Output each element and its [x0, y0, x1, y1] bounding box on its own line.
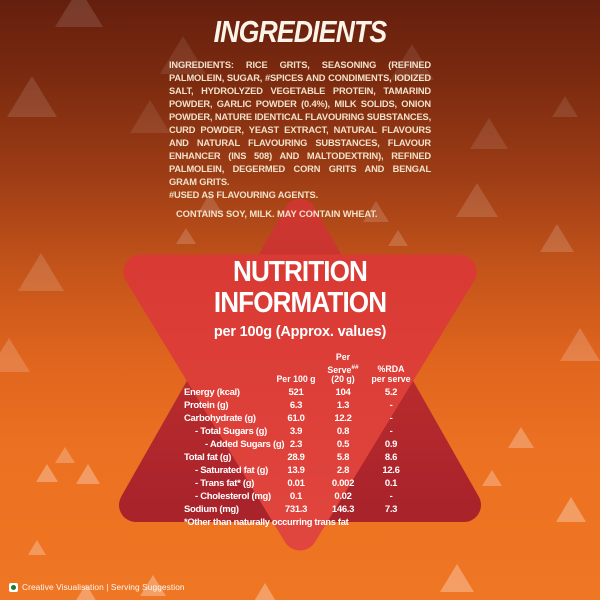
nutrition-section: NUTRITION INFORMATION per 100g (Approx. …	[0, 256, 600, 528]
nutrient-label: - Saturated fat (g)	[195, 464, 268, 476]
ingredients-title: INGREDIENTS	[213, 14, 388, 49]
value-per-100g: 521	[288, 387, 304, 399]
value-per-100g: 61.0	[287, 413, 305, 425]
footer: Creative Visualisation | Serving Suggest…	[9, 582, 185, 592]
value-per-serve: 0.5	[336, 439, 350, 451]
table-row: - Saturated fat (g) 13.9 2.8 12.6	[184, 465, 416, 478]
nutrition-table: Per 100 g Per Serve## (20 g) %RDA per se…	[184, 352, 416, 528]
per-serve-footnote-marker: ##	[351, 363, 359, 371]
value-per-100g: 731.3	[284, 503, 308, 515]
footer-caption: Creative Visualisation | Serving Suggest…	[22, 582, 185, 592]
value-per-serve: 12.2	[334, 413, 352, 425]
trans-fat-footnote: *Other than naturally occurring trans fa…	[184, 517, 349, 528]
value-per-100g: 0.01	[287, 477, 305, 489]
table-row: - Total Sugars (g) 3.9 0.8 -	[184, 426, 416, 439]
nutrient-label: - Added Sugars (g)	[205, 439, 285, 451]
value-per-100g: 2.3	[289, 439, 303, 451]
nutrition-table-body: Energy (kcal) 521 104 5.2 Protein (g) 6.3 1.3 -…	[184, 387, 416, 516]
table-row: - Cholesterol (mg) 0.1 0.02 -	[184, 491, 416, 504]
ingredients-text: INGREDIENTS: RICE GRITS, SEASONING (REFI…	[169, 60, 431, 187]
nutrition-table-header: Per 100 g Per Serve## (20 g) %RDA per se…	[184, 352, 416, 384]
column-header-per-serve: Per Serve## (20 g)	[327, 352, 359, 384]
value-rda-per-serve: 0.1	[384, 477, 398, 489]
ingredients-footnote: #USED AS FLAVOURING AGENTS.	[169, 190, 319, 200]
value-rda-per-serve: -	[389, 426, 393, 438]
value-per-100g: 6.3	[289, 400, 303, 412]
table-row: Energy (kcal) 521 104 5.2	[184, 387, 416, 400]
value-rda-per-serve: 12.6	[382, 464, 400, 476]
table-row: Sodium (mg) 731.3 146.3 7.3	[184, 504, 416, 517]
value-per-serve: 5.8	[336, 451, 350, 463]
value-per-100g: 28.9	[287, 451, 305, 463]
star-front-triangle	[123, 254, 477, 551]
value-rda-per-serve: 8.6	[384, 451, 398, 463]
table-row: Protein (g) 6.3 1.3 -	[184, 400, 416, 413]
value-per-serve: 1.3	[336, 400, 350, 412]
column-header-rda: %RDA per serve	[371, 364, 411, 384]
column-header-per-100g: Per 100 g	[276, 373, 316, 384]
nutrient-label: Protein (g)	[184, 400, 229, 412]
nutrient-label: Carbohydrate (g)	[184, 413, 256, 425]
value-rda-per-serve: -	[389, 413, 393, 425]
table-row: - Trans fat* (g) 0.01 0.002 0.1	[184, 478, 416, 491]
nutrient-label: Energy (kcal)	[184, 387, 240, 399]
value-per-serve: 2.8	[336, 464, 350, 476]
value-per-serve: 0.02	[334, 490, 352, 502]
value-per-100g: 3.9	[289, 426, 303, 438]
nutrient-label: - Trans fat* (g)	[195, 477, 255, 489]
value-rda-per-serve: -	[389, 400, 393, 412]
nutrient-label: Sodium (mg)	[184, 503, 239, 515]
vegetarian-dot	[11, 584, 16, 590]
value-per-serve: 0.8	[336, 426, 350, 438]
value-rda-per-serve: 7.3	[384, 503, 398, 515]
value-per-100g: 0.1	[289, 490, 303, 502]
value-per-serve: 146.3	[331, 503, 355, 515]
ingredients-section: INGREDIENTS INGREDIENTS: RICE GRITS, SEA…	[0, 14, 600, 219]
nutrition-subtitle: per 100g (Approx. values)	[213, 324, 387, 340]
nutrient-label: Total fat (g)	[184, 451, 232, 463]
value-per-serve: 104	[335, 387, 351, 399]
value-per-serve: 0.002	[331, 477, 355, 489]
table-row: Carbohydrate (g) 61.0 12.2 -	[184, 413, 416, 426]
nutrition-title: NUTRITION INFORMATION	[213, 256, 387, 319]
nutrient-label: - Cholesterol (mg)	[195, 490, 271, 502]
vegetarian-mark-icon	[9, 582, 18, 592]
value-rda-per-serve: -	[389, 490, 393, 502]
table-row: - Added Sugars (g) 2.3 0.5 0.9	[184, 439, 416, 452]
table-row: Total fat (g) 28.9 5.8 8.6	[184, 452, 416, 465]
value-rda-per-serve: 0.9	[384, 439, 398, 451]
value-per-100g: 13.9	[287, 464, 305, 476]
allergen-statement: CONTAINS SOY, MILK. MAY CONTAIN WHEAT.	[176, 208, 378, 219]
nutrient-label: - Total Sugars (g)	[195, 426, 268, 438]
value-rda-per-serve: 5.2	[384, 387, 398, 399]
